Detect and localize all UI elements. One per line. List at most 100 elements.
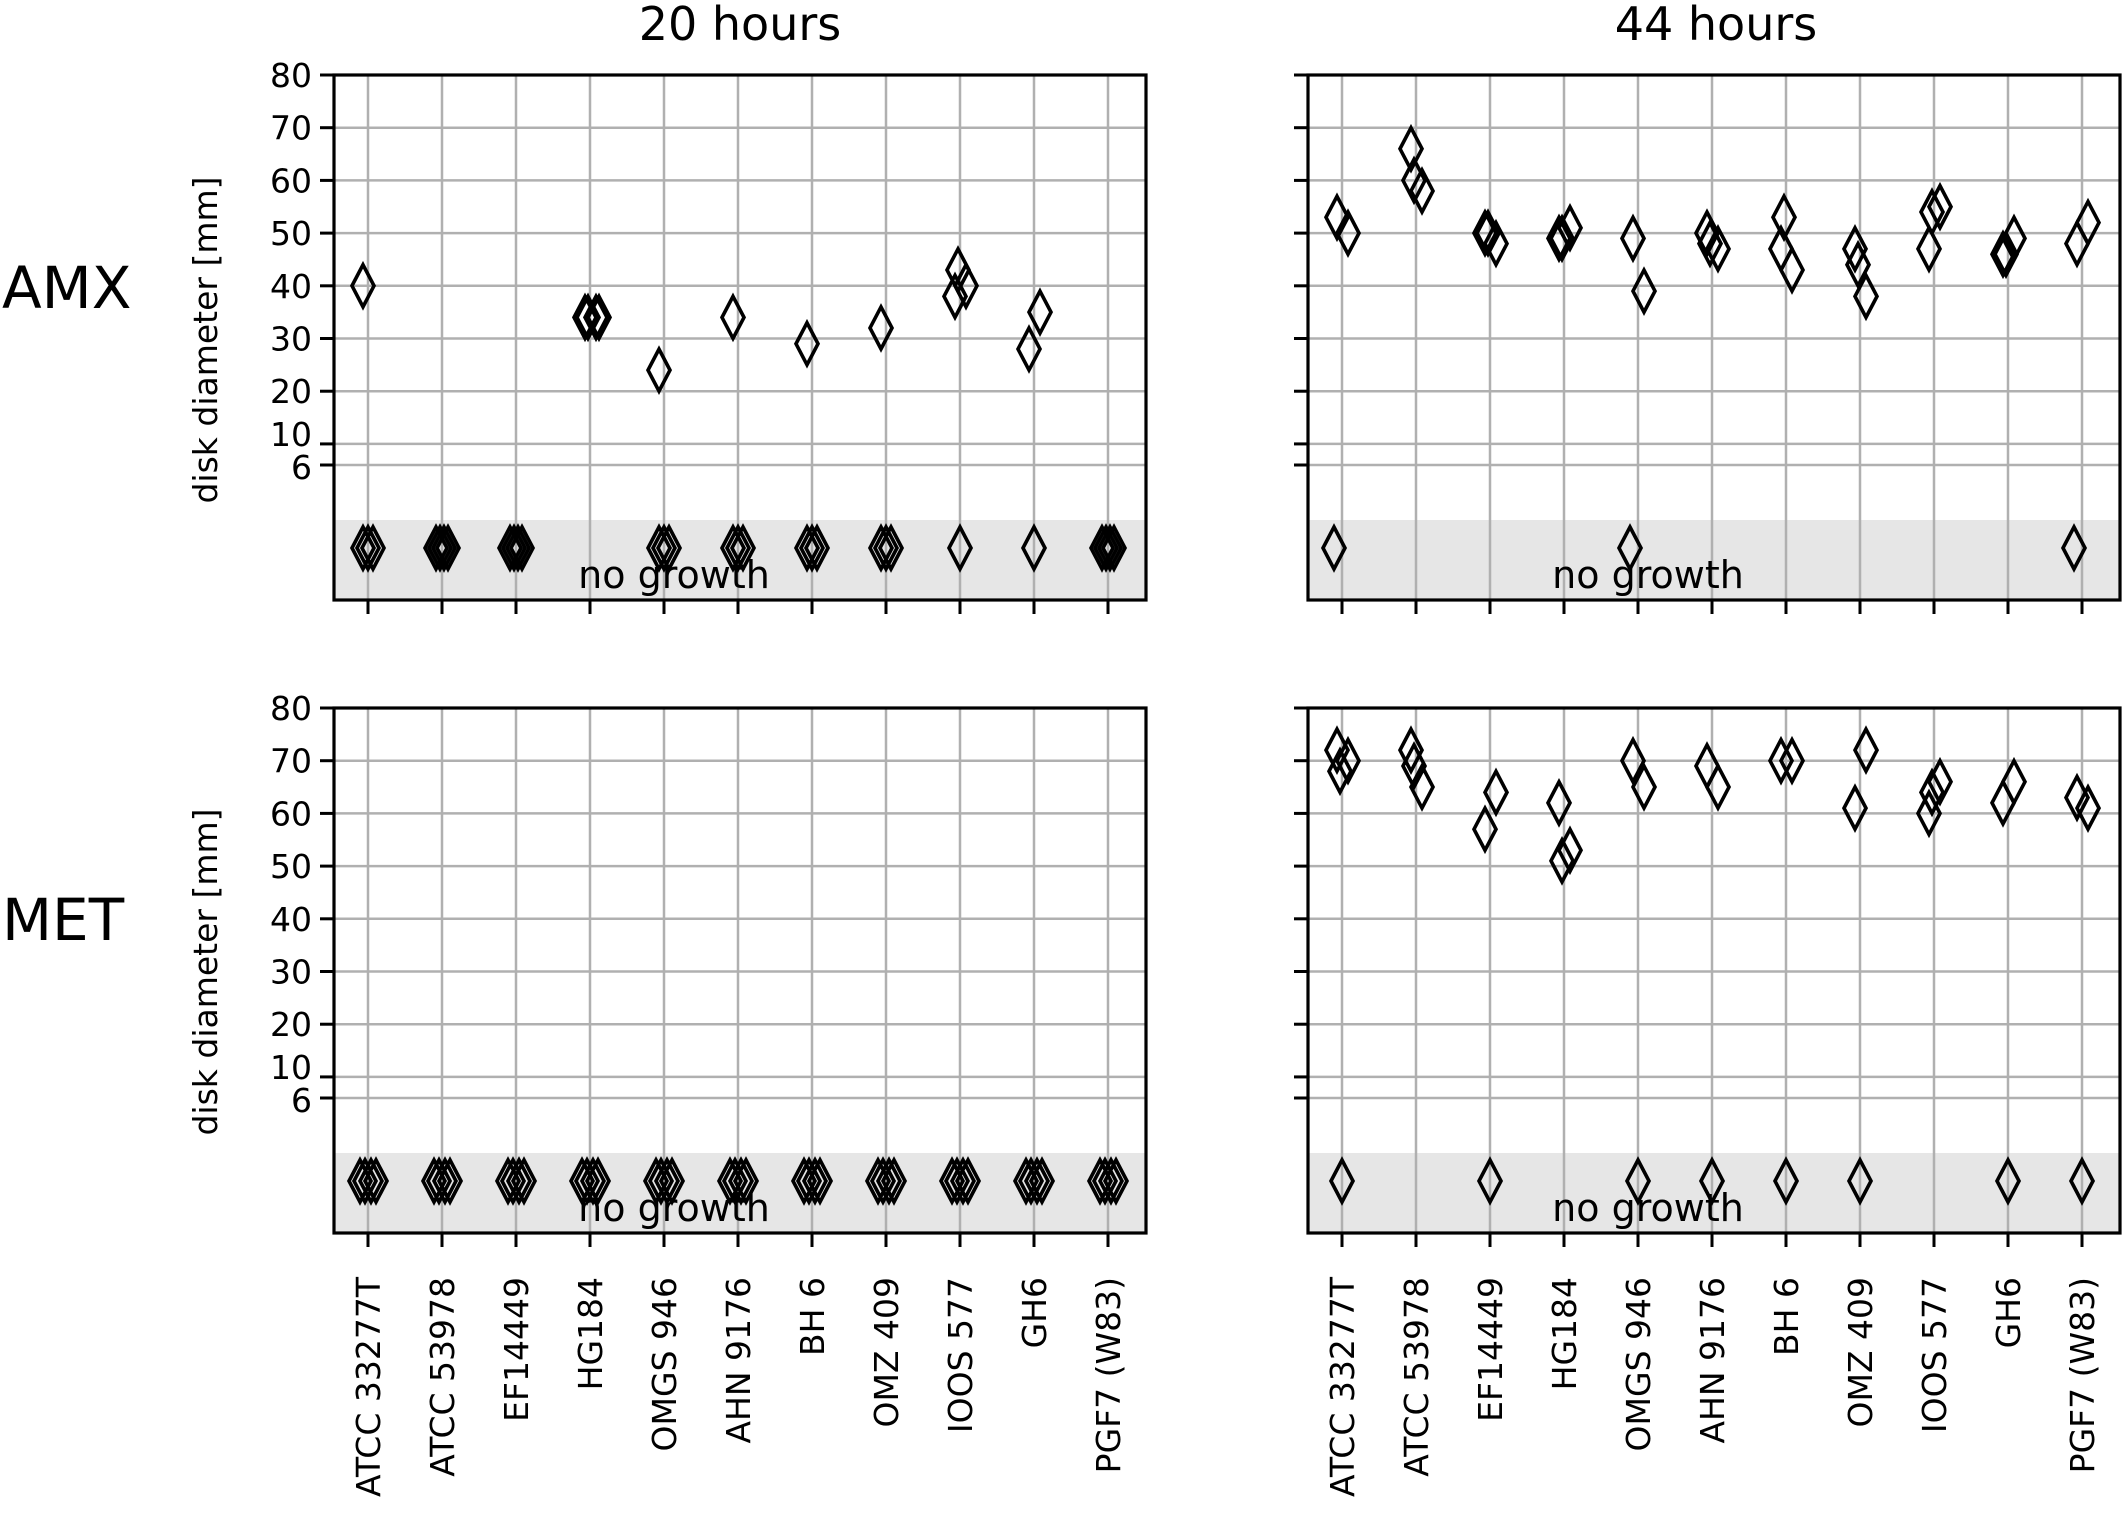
data-point <box>1693 741 1721 791</box>
no-growth-point <box>1328 1156 1356 1206</box>
no-growth-point <box>650 523 678 573</box>
x-tick-label: ATCC 33277T <box>349 1276 388 1497</box>
no-growth-point <box>1100 523 1128 573</box>
no-growth-point <box>436 1156 464 1206</box>
data-point <box>1630 762 1658 812</box>
y-tick-label: 80 <box>270 56 312 95</box>
no-growth-point <box>658 1156 686 1206</box>
x-tick-label: PGF7 (W83) <box>1089 1277 1128 1473</box>
no-growth-point <box>719 523 747 573</box>
data-point <box>1408 762 1436 812</box>
ylabel-met: disk diameter [mm] <box>186 808 225 1135</box>
data-point <box>1400 741 1428 791</box>
x-tick-label: IOOS 577 <box>1915 1277 1954 1433</box>
no-growth-point <box>434 523 462 573</box>
y-tick-label: 60 <box>270 794 312 833</box>
x-tick-label: EF14449 <box>1471 1277 1510 1422</box>
no-growth-point <box>354 523 382 573</box>
no-growth-point <box>431 1156 459 1206</box>
data-point <box>1323 725 1351 776</box>
no-growth-point <box>869 1156 897 1206</box>
y-tick-label: 20 <box>270 372 312 411</box>
data-point <box>1704 224 1732 274</box>
x-tick-label: BH 6 <box>1767 1277 1806 1356</box>
data-point <box>2063 218 2091 269</box>
no-growth-point <box>1994 1156 2022 1206</box>
no-growth-point <box>1698 1156 1726 1206</box>
data-point <box>1630 266 1658 316</box>
data-point <box>793 318 821 369</box>
no-growth-point <box>357 1156 385 1206</box>
no-growth-point <box>1020 523 1048 573</box>
x-tick-label: ATCC 33277T <box>1323 1276 1362 1497</box>
no-growth-point <box>349 523 377 573</box>
data-point <box>1408 166 1436 216</box>
no-growth-point <box>793 523 821 573</box>
x-tick-label: AHN 9176 <box>719 1277 758 1444</box>
data-point <box>941 271 969 322</box>
y-tick-label: 10 <box>270 1048 312 1087</box>
no-growth-point <box>655 523 683 573</box>
no-growth-point <box>1096 523 1124 573</box>
no-growth-point <box>803 523 831 573</box>
data-point <box>645 345 673 396</box>
data-point <box>1471 804 1499 855</box>
data-point <box>1926 181 1954 232</box>
data-point <box>1015 324 1043 374</box>
data-point <box>1545 777 1573 828</box>
x-tick-label: OMZ 409 <box>867 1277 906 1428</box>
no-growth-point <box>1097 1156 1125 1206</box>
data-point <box>952 260 980 311</box>
data-point <box>1026 287 1054 338</box>
y-tick-label: 30 <box>270 953 312 992</box>
x-tick-label: GH6 <box>1989 1277 2028 1348</box>
data-point <box>1852 725 1880 776</box>
data-point <box>1704 762 1732 812</box>
x-tick-label: OMGS 946 <box>1619 1277 1658 1451</box>
data-point <box>1400 155 1428 206</box>
data-point <box>1323 192 1351 243</box>
data-point <box>2000 756 2028 807</box>
no-growth-point <box>1102 1156 1130 1206</box>
no-growth-point <box>430 523 458 573</box>
y-tick-label: 6 <box>291 448 312 487</box>
x-tick-label: OMZ 409 <box>1841 1277 1880 1428</box>
no-growth-point <box>943 1156 971 1206</box>
x-tick-label: EF14449 <box>497 1277 536 1422</box>
data-point <box>1474 208 1502 258</box>
y-tick-label: 40 <box>270 900 312 939</box>
no-growth-point <box>351 1156 379 1206</box>
x-tick-label: OMGS 946 <box>645 1277 684 1451</box>
no-growth-point <box>2068 1156 2096 1206</box>
data-point <box>1918 767 1946 818</box>
x-tick-label: GH6 <box>1015 1277 1054 1348</box>
no-growth-point <box>499 1156 527 1206</box>
data-point <box>1545 213 1573 264</box>
x-tick-label: PGF7 (W83) <box>2063 1277 2102 1473</box>
data-point <box>1989 229 2017 280</box>
no-growth-point <box>425 1156 453 1206</box>
data-point <box>1619 735 1647 786</box>
no-growth-point <box>510 1156 538 1206</box>
x-tick-label: BH 6 <box>793 1277 832 1356</box>
data-point <box>1852 271 1880 322</box>
data-point <box>2074 197 2102 248</box>
no-growth-point <box>729 523 757 573</box>
y-tick-label: 40 <box>270 267 312 306</box>
no-growth-point <box>645 523 673 573</box>
no-growth-point <box>426 523 454 573</box>
no-growth-point <box>1088 523 1116 573</box>
row-label-amx: AMX <box>2 254 131 322</box>
y-tick-label: 6 <box>291 1081 312 1120</box>
data-point <box>1778 735 1806 786</box>
no-growth-point <box>579 1156 607 1206</box>
column-title-44h: 44 hours <box>1615 0 1818 51</box>
data-point <box>1841 224 1869 274</box>
data-point <box>719 292 747 343</box>
no-growth-point <box>880 1156 908 1206</box>
no-growth-point <box>795 1156 823 1206</box>
no-growth-point <box>2060 523 2088 573</box>
y-tick-label: 70 <box>270 742 312 781</box>
data-point <box>1778 245 1806 295</box>
